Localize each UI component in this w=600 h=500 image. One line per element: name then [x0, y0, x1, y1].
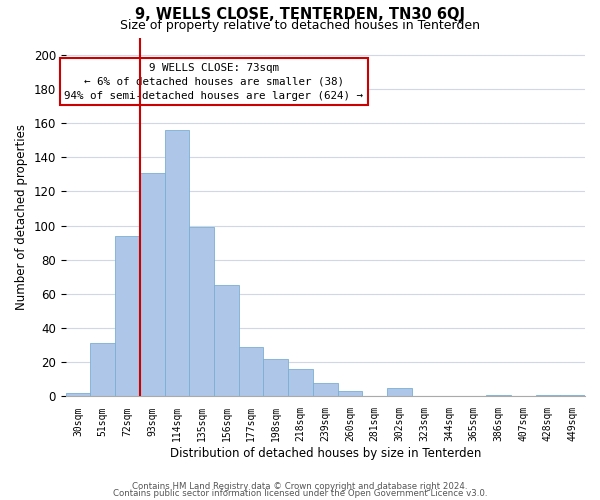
- X-axis label: Distribution of detached houses by size in Tenterden: Distribution of detached houses by size …: [170, 447, 481, 460]
- Y-axis label: Number of detached properties: Number of detached properties: [15, 124, 28, 310]
- Bar: [190, 227, 214, 396]
- Bar: [313, 383, 338, 396]
- Bar: [91, 344, 115, 396]
- Bar: [536, 395, 560, 396]
- Text: Size of property relative to detached houses in Tenterden: Size of property relative to detached ho…: [120, 19, 480, 32]
- Text: 9 WELLS CLOSE: 73sqm  
← 6% of detached houses are smaller (38)
94% of semi-deta: 9 WELLS CLOSE: 73sqm ← 6% of detached ho…: [64, 62, 363, 100]
- Text: 9, WELLS CLOSE, TENTERDEN, TN30 6QJ: 9, WELLS CLOSE, TENTERDEN, TN30 6QJ: [135, 8, 465, 22]
- Bar: [164, 130, 190, 396]
- Bar: [65, 393, 91, 396]
- Text: Contains HM Land Registry data © Crown copyright and database right 2024.: Contains HM Land Registry data © Crown c…: [132, 482, 468, 491]
- Bar: [560, 395, 585, 396]
- Bar: [338, 392, 362, 396]
- Bar: [214, 286, 239, 397]
- Bar: [263, 359, 288, 397]
- Text: Contains public sector information licensed under the Open Government Licence v3: Contains public sector information licen…: [113, 490, 487, 498]
- Bar: [115, 236, 140, 396]
- Bar: [486, 395, 511, 396]
- Bar: [140, 172, 164, 396]
- Bar: [239, 347, 263, 397]
- Bar: [387, 388, 412, 396]
- Bar: [288, 369, 313, 396]
